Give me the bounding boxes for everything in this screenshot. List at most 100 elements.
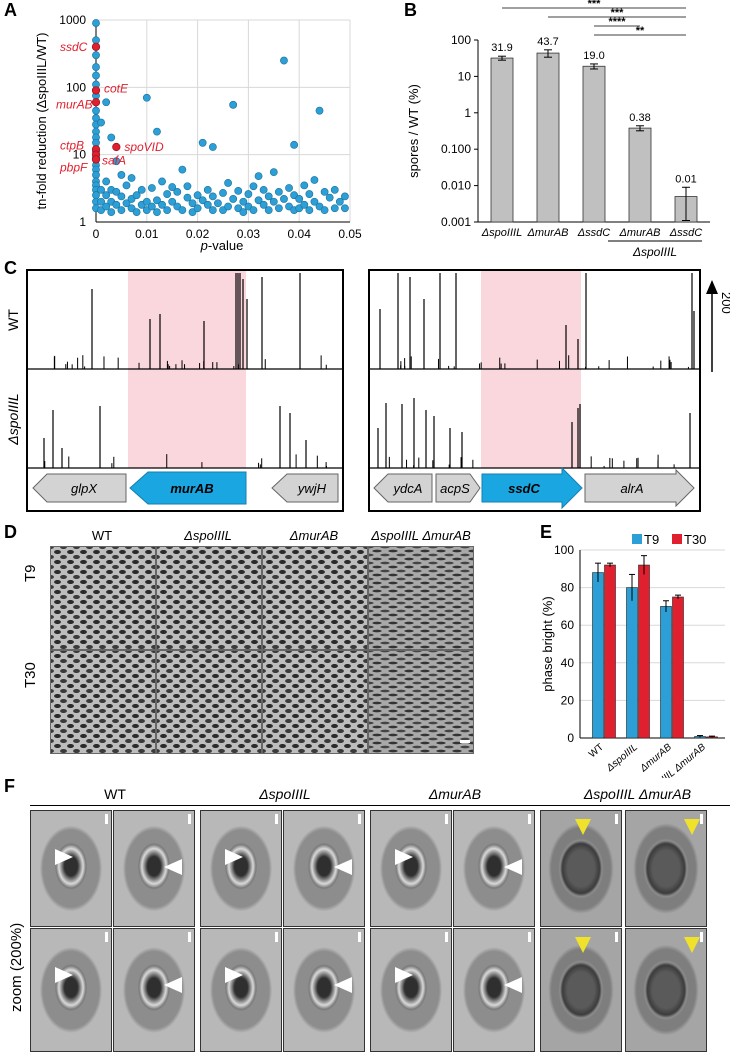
panel-a-point xyxy=(203,185,212,194)
panel-f-scale-bar xyxy=(188,814,191,824)
panel-a-point xyxy=(229,195,238,203)
panel-c-gene-glpX-arrow xyxy=(32,473,127,503)
panel-a-gene-label-safA: safA xyxy=(102,154,126,168)
panel-f-yellow-arrowhead xyxy=(684,937,700,953)
panel-e-x-tick: WT xyxy=(587,742,606,760)
panel-b-significance-stars: ** xyxy=(636,25,645,37)
panel-a-xlabel: p-value xyxy=(200,238,244,253)
panel-a-gene-label-cotE: cotE xyxy=(104,81,129,95)
panel-e-y-tick: 100 xyxy=(554,543,574,557)
panel-a-grid xyxy=(96,19,351,222)
panel-d-micrograph-t30-double xyxy=(368,650,474,754)
panel-a-point xyxy=(269,168,278,177)
panel-d-micrograph-t9-double xyxy=(368,546,474,650)
panel-a-point xyxy=(285,184,293,192)
panel-a-y-tick: 10 xyxy=(73,148,87,162)
panel-e-legend-t30-swatch xyxy=(672,534,682,544)
panel-a-point xyxy=(112,187,121,196)
panel-e-y-tick: 20 xyxy=(561,693,575,707)
panel-f-header-spoIIIL: ΔspoIIIL xyxy=(259,786,311,802)
panel-f-white-arrowhead xyxy=(164,859,182,875)
panel-e-y-tick: 80 xyxy=(561,581,575,595)
panel-a-point xyxy=(224,202,232,211)
panel-a-point xyxy=(208,206,217,215)
panel-f-header-rule xyxy=(200,805,370,806)
panel-b-ylabel: spores / WT (%) xyxy=(406,84,421,178)
panel-a-x-tick: 0.01 xyxy=(135,227,159,241)
panel-a-point xyxy=(264,192,273,201)
panel-a-point xyxy=(178,165,187,174)
panel-b-x-tick: ΔssdC xyxy=(577,227,610,239)
panel-a-point xyxy=(219,189,227,197)
panel-a-point xyxy=(153,208,161,217)
panel-b-x-tick: ΔssdC xyxy=(669,227,702,239)
panel-b-y-tick: 0.010 xyxy=(441,179,471,193)
panel-f-scale-bar xyxy=(358,814,361,824)
panel-d-col-wt: WT xyxy=(91,528,113,543)
panel-b-bar xyxy=(628,127,652,223)
panel-f-scale-bar xyxy=(275,932,278,942)
panel-f-tem-zoom-5 xyxy=(370,928,452,1052)
panel-f-scale-bar xyxy=(700,932,703,942)
panel-a-point xyxy=(97,185,105,194)
panel-a-point xyxy=(208,143,217,151)
panel-b-group-label: ΔspoIIIL xyxy=(632,245,677,259)
panel-a-point xyxy=(147,202,156,211)
panel-f-white-arrowhead xyxy=(504,859,522,875)
panel-a-x-tick: 0.02 xyxy=(186,227,210,241)
panel-f-header-rule xyxy=(30,805,200,806)
panel-f-scale-bar xyxy=(615,814,618,824)
panel-f-white-arrowhead xyxy=(55,967,73,983)
panel-a-x-tick: 0.04 xyxy=(288,227,312,241)
panel-a-gene-labels: ssdC cotE murAB spoVID ctpB safA pbpF xyxy=(56,40,164,175)
panel-a-point xyxy=(269,197,278,206)
panel-b-bar xyxy=(536,52,560,223)
panel-f-white-arrowhead xyxy=(395,967,413,983)
panel-label-b: B xyxy=(404,0,417,20)
panel-a-point xyxy=(153,127,161,136)
panel-c-scale-arrow-head xyxy=(706,280,718,294)
panel-e-legend-t9-swatch xyxy=(632,534,642,544)
panel-a-point xyxy=(132,208,141,217)
panel-c-gene-acpS-arrow xyxy=(435,473,481,503)
panel-a-point xyxy=(234,186,243,195)
panel-e-x-tick: ΔspoIIIL xyxy=(604,742,640,775)
panel-c-right-box xyxy=(368,269,701,512)
panel-a-scatter: 1 10 100 1000 0 0.01 0.02 0.03 0.04 0.05 p-value… xyxy=(34,13,362,253)
panel-f-tem-zoom-3 xyxy=(200,928,282,1052)
panel-e-y-tick: 0 xyxy=(567,731,574,745)
panel-d-micrograph-t9-murAB xyxy=(262,546,368,650)
panel-c-gene-murAB-arrow xyxy=(129,471,247,505)
panel-a-x-tick: 0.03 xyxy=(237,227,261,241)
panel-f-scale-bar xyxy=(445,814,448,824)
panel-a-point xyxy=(107,133,116,142)
panel-b-significance-stars: *** xyxy=(611,7,625,19)
panel-a-point xyxy=(341,192,349,201)
panel-a-x-tick: 0 xyxy=(93,227,100,241)
panel-d-col-murAB: ΔmurAB xyxy=(289,528,339,543)
panel-f-white-arrowhead xyxy=(225,967,243,983)
panel-label-f: F xyxy=(4,776,15,796)
panel-a-point xyxy=(295,195,304,203)
panel-a-point xyxy=(147,184,156,192)
panel-a-point xyxy=(330,185,339,194)
panel-a-points xyxy=(92,19,349,217)
panel-f-tem-zoom-2 xyxy=(113,928,195,1052)
panel-e-bar-t9 xyxy=(660,606,672,739)
panel-e-bar-t9 xyxy=(592,572,604,739)
panel-c-gene-ydcA-arrow xyxy=(373,473,433,503)
panel-e-legend-t9: T9 xyxy=(644,532,659,547)
panel-f-tem-row1-1 xyxy=(30,810,112,927)
panel-f-scale-bar xyxy=(188,932,191,942)
panel-e-y-tick: 40 xyxy=(561,656,575,670)
panel-b-y-tick: 10 xyxy=(458,69,472,83)
panel-f-tem-row1-2 xyxy=(113,810,195,927)
panel-e-legend-t30: T30 xyxy=(684,532,706,547)
panel-a-point xyxy=(325,193,334,202)
panel-a-point xyxy=(188,199,197,208)
panel-c-gene-acpS-label: acpS xyxy=(440,481,470,496)
panel-f-yellow-arrowhead xyxy=(575,819,591,835)
panel-a-point xyxy=(183,182,192,191)
panel-a-point xyxy=(341,204,349,213)
